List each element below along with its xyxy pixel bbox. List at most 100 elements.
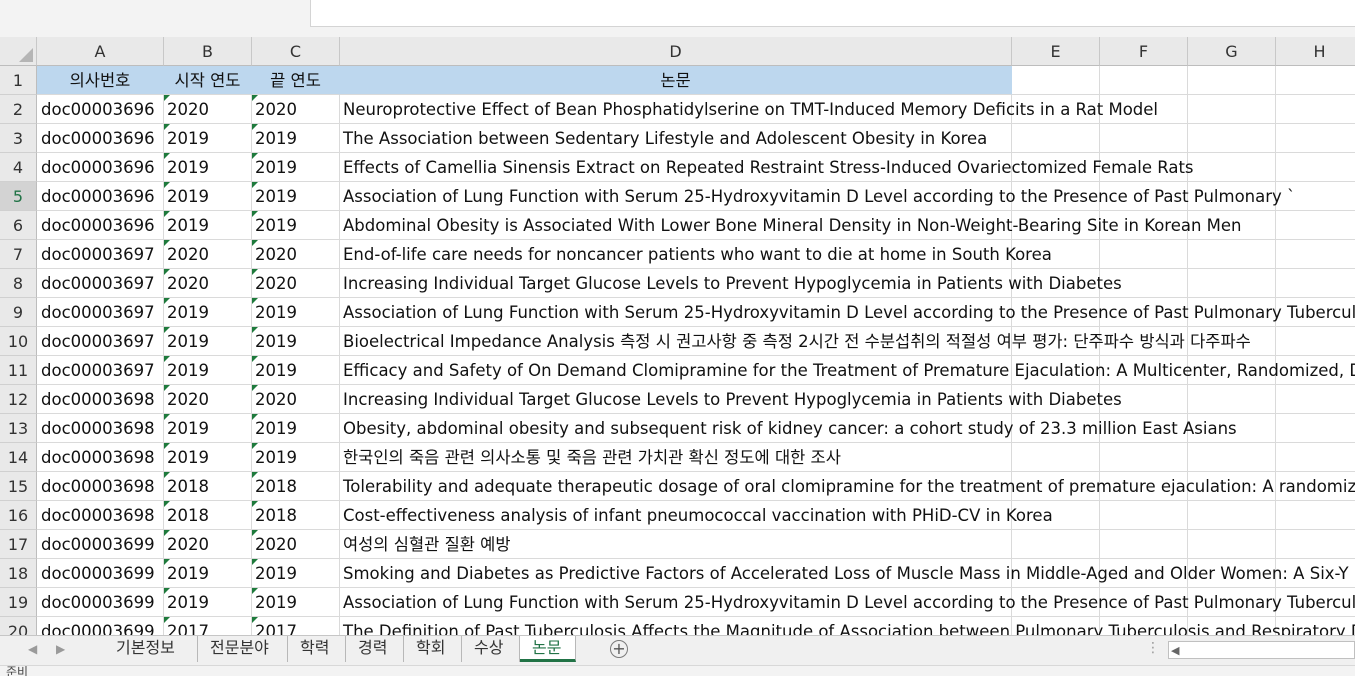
cell-start-year[interactable]: 2020 bbox=[164, 530, 252, 559]
cell-empty[interactable] bbox=[1188, 298, 1276, 327]
row-number[interactable]: 1 bbox=[0, 66, 37, 95]
cell-empty[interactable] bbox=[1012, 269, 1100, 298]
cell-empty[interactable] bbox=[1012, 211, 1100, 240]
cell-empty[interactable] bbox=[1188, 617, 1276, 635]
cell-start-year[interactable]: 2019 bbox=[164, 588, 252, 617]
cell-empty[interactable] bbox=[1100, 327, 1188, 356]
cell-doctor-id[interactable]: doc00003696 bbox=[37, 211, 164, 240]
split-handle-icon[interactable]: ⋮ bbox=[1146, 640, 1160, 656]
cell-empty[interactable] bbox=[1100, 240, 1188, 269]
cell-empty[interactable] bbox=[1188, 66, 1276, 95]
cell-doctor-id[interactable]: doc00003696 bbox=[37, 124, 164, 153]
cell-end-year[interactable]: 2020 bbox=[252, 530, 340, 559]
cell-doctor-id[interactable]: doc00003697 bbox=[37, 269, 164, 298]
cell-empty[interactable] bbox=[1188, 153, 1276, 182]
sheet-tab[interactable]: 전문분야 bbox=[198, 636, 288, 662]
cell-empty[interactable] bbox=[1012, 240, 1100, 269]
column-header-f[interactable]: F bbox=[1100, 37, 1188, 66]
cell-empty[interactable] bbox=[1276, 501, 1355, 530]
cell-end-year[interactable]: 2020 bbox=[252, 95, 340, 124]
cell-paper-title[interactable] bbox=[340, 356, 1012, 385]
cell-doctor-id[interactable]: doc00003698 bbox=[37, 443, 164, 472]
row-number[interactable]: 16 bbox=[0, 501, 37, 530]
cell-empty[interactable] bbox=[1100, 501, 1188, 530]
cell-empty[interactable] bbox=[1276, 124, 1355, 153]
cell-start-year[interactable]: 2019 bbox=[164, 559, 252, 588]
cell-paper-title[interactable] bbox=[340, 153, 1012, 182]
cell-empty[interactable] bbox=[1012, 559, 1100, 588]
sheet-tab[interactable]: 경력 bbox=[346, 636, 404, 662]
cell-end-year[interactable]: 2019 bbox=[252, 414, 340, 443]
cell-doctor-id[interactable]: doc00003699 bbox=[37, 588, 164, 617]
cell-empty[interactable] bbox=[1188, 211, 1276, 240]
cell-empty[interactable] bbox=[1276, 240, 1355, 269]
cell-empty[interactable] bbox=[1012, 182, 1100, 211]
cell-paper-title[interactable] bbox=[340, 269, 1012, 298]
row-number[interactable]: 17 bbox=[0, 530, 37, 559]
row-number[interactable]: 2 bbox=[0, 95, 37, 124]
cell-start-year[interactable]: 2019 bbox=[164, 211, 252, 240]
cell-empty[interactable] bbox=[1188, 588, 1276, 617]
cell-end-year[interactable]: 2019 bbox=[252, 211, 340, 240]
column-header-g[interactable]: G bbox=[1188, 37, 1276, 66]
cell-end-year[interactable]: 2019 bbox=[252, 327, 340, 356]
cell-empty[interactable] bbox=[1276, 298, 1355, 327]
cell-empty[interactable] bbox=[1276, 269, 1355, 298]
select-all-corner[interactable] bbox=[0, 37, 37, 66]
sheet-tab[interactable]: 논문 bbox=[520, 636, 576, 662]
cell-empty[interactable] bbox=[1188, 414, 1276, 443]
cell-empty[interactable] bbox=[1012, 95, 1100, 124]
cell-start-year[interactable]: 2020 bbox=[164, 95, 252, 124]
row-number[interactable]: 14 bbox=[0, 443, 37, 472]
cell-empty[interactable] bbox=[1100, 124, 1188, 153]
cell-end-year[interactable]: 2019 bbox=[252, 124, 340, 153]
cell-empty[interactable] bbox=[1188, 124, 1276, 153]
worksheet-grid[interactable]: A B C D E F G H 1 의사번호 시작 연도 끝 연도 논문 2 do… bbox=[0, 37, 1355, 635]
cell-doctor-id[interactable]: doc00003696 bbox=[37, 153, 164, 182]
cell-start-year[interactable]: 2019 bbox=[164, 443, 252, 472]
add-sheet-icon[interactable]: + bbox=[610, 640, 628, 658]
tab-scroll-right-icon[interactable]: ▶ bbox=[56, 642, 66, 656]
cell-end-year[interactable]: 2020 bbox=[252, 269, 340, 298]
cell-empty[interactable] bbox=[1100, 95, 1188, 124]
cell-start-year[interactable]: 2019 bbox=[164, 414, 252, 443]
cell-end-year[interactable]: 2018 bbox=[252, 501, 340, 530]
cell-empty[interactable] bbox=[1276, 414, 1355, 443]
cell-start-year[interactable]: 2019 bbox=[164, 124, 252, 153]
cell-end-year[interactable]: 2019 bbox=[252, 182, 340, 211]
column-header-c[interactable]: C bbox=[252, 37, 340, 66]
cell-empty[interactable] bbox=[1012, 530, 1100, 559]
cell-empty[interactable] bbox=[1012, 472, 1100, 501]
cell-empty[interactable] bbox=[1100, 66, 1188, 95]
cell-doctor-id[interactable]: doc00003697 bbox=[37, 327, 164, 356]
cell-paper-title[interactable] bbox=[340, 559, 1012, 588]
cell-header-end-year[interactable]: 끝 연도 bbox=[252, 66, 340, 95]
cell-paper-title[interactable] bbox=[340, 530, 1012, 559]
cell-empty[interactable] bbox=[1012, 501, 1100, 530]
row-number[interactable]: 10 bbox=[0, 327, 37, 356]
cell-end-year[interactable]: 2017 bbox=[252, 617, 340, 635]
row-number[interactable]: 7 bbox=[0, 240, 37, 269]
cell-empty[interactable] bbox=[1012, 617, 1100, 635]
cell-empty[interactable] bbox=[1012, 588, 1100, 617]
cell-doctor-id[interactable]: doc00003699 bbox=[37, 559, 164, 588]
row-number[interactable]: 12 bbox=[0, 385, 37, 414]
row-number[interactable]: 4 bbox=[0, 153, 37, 182]
cell-start-year[interactable]: 2019 bbox=[164, 182, 252, 211]
cell-start-year[interactable]: 2019 bbox=[164, 327, 252, 356]
cell-empty[interactable] bbox=[1188, 501, 1276, 530]
cell-paper-title[interactable] bbox=[340, 472, 1012, 501]
cell-paper-title[interactable] bbox=[340, 182, 1012, 211]
row-number[interactable]: 5 bbox=[0, 182, 37, 211]
sheet-tab[interactable]: 학력 bbox=[288, 636, 346, 662]
cell-end-year[interactable]: 2019 bbox=[252, 153, 340, 182]
cell-paper-title[interactable] bbox=[340, 617, 1012, 635]
column-header-h[interactable]: H bbox=[1276, 37, 1355, 66]
cell-empty[interactable] bbox=[1100, 182, 1188, 211]
cell-empty[interactable] bbox=[1012, 66, 1100, 95]
cell-header-doctor-id[interactable]: 의사번호 bbox=[37, 66, 164, 95]
column-header-e[interactable]: E bbox=[1012, 37, 1100, 66]
row-number[interactable]: 13 bbox=[0, 414, 37, 443]
cell-paper-title[interactable] bbox=[340, 588, 1012, 617]
formula-input[interactable] bbox=[310, 0, 1355, 27]
